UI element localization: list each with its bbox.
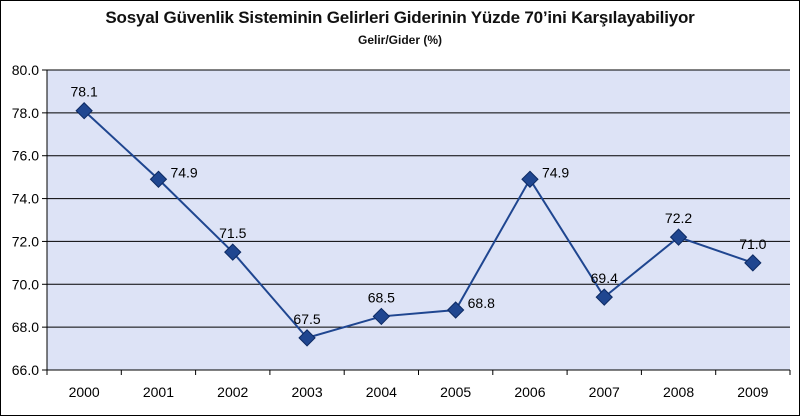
data-label: 68.8 — [468, 295, 495, 311]
y-tick-label: 68.0 — [12, 319, 39, 335]
x-tick-label: 2001 — [143, 384, 174, 400]
data-label: 67.5 — [293, 311, 320, 327]
x-axis-ticks: 2000 2001 2002 2003 2004 2005 2006 2007 2008 2009 — [47, 370, 790, 400]
data-label: 71.5 — [219, 225, 246, 241]
y-tick-label: 66.0 — [12, 362, 39, 378]
x-tick-label: 2005 — [440, 384, 471, 400]
data-label: 71.0 — [739, 236, 766, 252]
x-tick-label: 2007 — [589, 384, 620, 400]
x-tick-label: 2006 — [514, 384, 545, 400]
x-tick-label: 2002 — [217, 384, 248, 400]
data-label: 78.1 — [71, 84, 98, 100]
x-tick-label: 2008 — [663, 384, 694, 400]
data-label: 72.2 — [665, 210, 692, 226]
y-tick-label: 70.0 — [12, 276, 39, 292]
x-tick-label: 2000 — [69, 384, 100, 400]
x-tick-label: 2009 — [737, 384, 768, 400]
x-tick-label: 2004 — [366, 384, 397, 400]
data-label: 74.9 — [170, 164, 197, 180]
y-tick-label: 74.0 — [12, 191, 39, 207]
y-tick-label: 76.0 — [12, 148, 39, 164]
y-tick-label: 72.0 — [12, 233, 39, 249]
x-tick-label: 2003 — [291, 384, 322, 400]
data-label: 74.9 — [542, 164, 569, 180]
y-tick-label: 78.0 — [12, 105, 39, 121]
data-label: 68.5 — [368, 289, 395, 305]
y-tick-label: 80.0 — [12, 62, 39, 78]
y-axis-ticks: 66.0 68.0 70.0 72.0 74.0 76.0 78.0 80.0 — [12, 62, 47, 378]
data-label: 69.4 — [591, 270, 618, 286]
